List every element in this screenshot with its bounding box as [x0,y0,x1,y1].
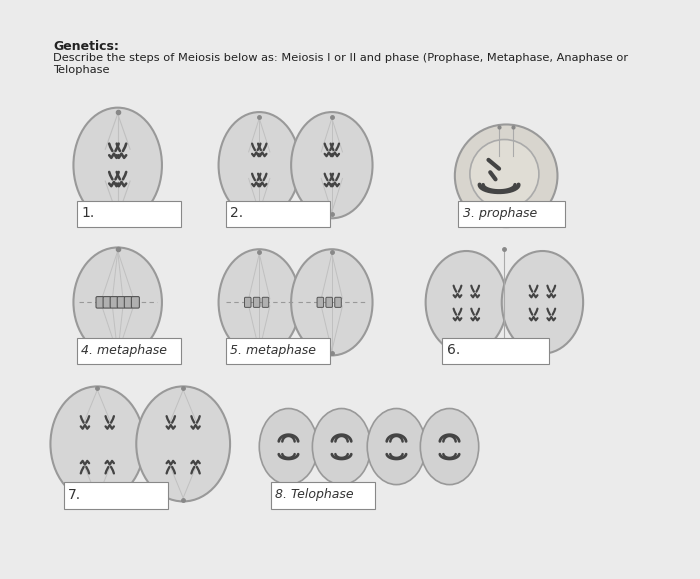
Ellipse shape [420,409,479,485]
Text: Describe the steps of Meiosis below as: Meiosis I or II and phase (Prophase, Met: Describe the steps of Meiosis below as: … [53,53,628,63]
Ellipse shape [312,409,371,485]
Ellipse shape [218,112,300,218]
FancyBboxPatch shape [244,297,251,307]
FancyBboxPatch shape [458,200,565,227]
Ellipse shape [426,251,507,354]
Ellipse shape [470,140,539,208]
FancyBboxPatch shape [442,338,549,364]
Text: 7.: 7. [68,488,81,502]
FancyBboxPatch shape [64,482,168,508]
Ellipse shape [136,386,230,501]
Ellipse shape [291,112,372,218]
Ellipse shape [74,108,162,223]
Ellipse shape [74,247,162,357]
Ellipse shape [502,251,583,354]
Text: 1.: 1. [81,206,94,221]
Ellipse shape [368,409,426,485]
Text: 5. metaphase: 5. metaphase [230,344,316,357]
Ellipse shape [291,249,372,356]
FancyBboxPatch shape [132,296,139,308]
Text: 2.: 2. [230,206,243,221]
FancyBboxPatch shape [77,338,181,364]
Text: Genetics:: Genetics: [53,41,119,53]
FancyBboxPatch shape [103,296,111,308]
Ellipse shape [50,386,144,501]
FancyBboxPatch shape [96,296,104,308]
FancyBboxPatch shape [326,297,332,307]
FancyBboxPatch shape [225,338,330,364]
FancyBboxPatch shape [117,296,125,308]
Ellipse shape [218,249,300,356]
FancyBboxPatch shape [125,296,132,308]
Text: 4. metaphase: 4. metaphase [81,344,167,357]
FancyBboxPatch shape [110,296,118,308]
Text: 6.: 6. [447,343,460,357]
FancyBboxPatch shape [317,297,323,307]
Text: 8. Telophase: 8. Telophase [275,488,354,501]
Text: Telophase: Telophase [53,65,110,75]
Text: 3. prophase: 3. prophase [463,207,537,220]
FancyBboxPatch shape [225,200,330,227]
Ellipse shape [259,409,318,485]
FancyBboxPatch shape [253,297,260,307]
FancyBboxPatch shape [77,200,181,227]
Ellipse shape [455,124,557,227]
FancyBboxPatch shape [335,297,342,307]
FancyBboxPatch shape [271,482,375,508]
FancyBboxPatch shape [262,297,269,307]
